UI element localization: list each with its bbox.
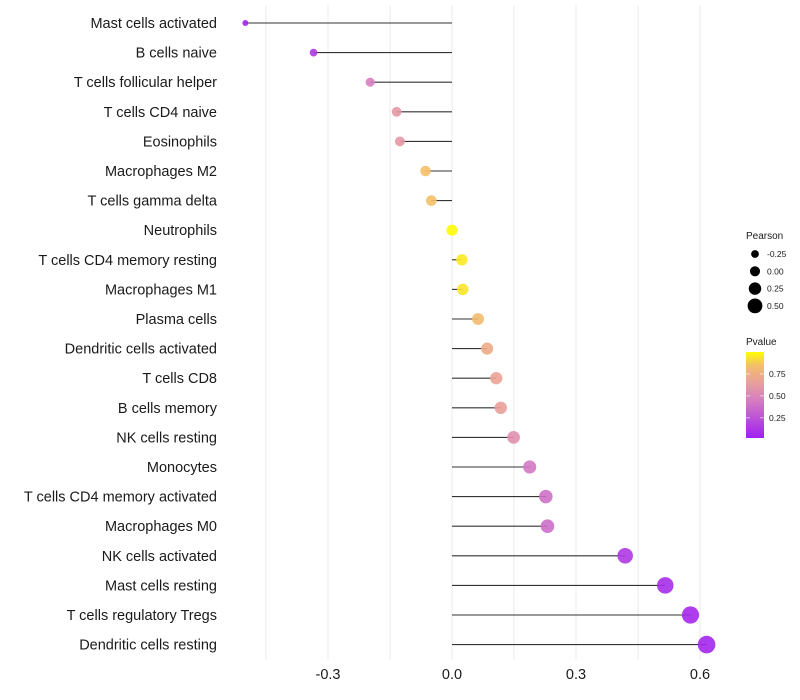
x-tick-label: 0.6 <box>690 667 710 683</box>
y-axis-label: B cells memory <box>118 401 218 417</box>
y-axis-label: Macrophages M2 <box>105 164 217 180</box>
y-axis-label: Mast cells activated <box>90 16 217 32</box>
legend-color-label: 0.25 <box>769 413 786 423</box>
lollipop-point <box>523 460 537 474</box>
legend-size-key <box>749 266 761 277</box>
x-tick-label: 0.0 <box>442 667 462 683</box>
legend-size-label: -0.25 <box>767 249 787 259</box>
legend-size-label: 0.00 <box>767 266 784 276</box>
y-axis-label: T cells regulatory Tregs <box>67 608 217 624</box>
lollipop-point <box>391 106 402 117</box>
lollipop-point <box>446 224 458 236</box>
lollipop-stems <box>245 22 707 646</box>
y-axis-label: T cells CD4 memory resting <box>38 253 217 269</box>
lollipop-point <box>394 136 405 147</box>
lollipop-point <box>242 20 249 26</box>
y-axis-label: T cells gamma delta <box>88 194 218 210</box>
y-axis-label: Monocytes <box>147 460 217 476</box>
lollipop-point <box>309 48 318 57</box>
lollipop-point <box>457 283 469 296</box>
lollipop-point <box>494 401 507 415</box>
y-axis-label: T cells follicular helper <box>74 75 217 91</box>
lollipop-point <box>420 165 431 177</box>
lollipop-point <box>481 342 494 355</box>
y-axis-label: T cells CD4 memory activated <box>24 490 217 506</box>
y-axis-label: T cells CD8 <box>142 371 217 387</box>
lollipop-point <box>472 313 484 325</box>
y-axis-label: Dendritic cells activated <box>65 342 217 358</box>
y-axis-label: Eosinophils <box>143 134 217 150</box>
y-axis-label: Neutrophils <box>144 223 217 239</box>
y-axis-label: B cells naive <box>136 46 217 62</box>
lollipop-point <box>365 77 375 87</box>
grid-lines <box>265 5 701 660</box>
y-axis-labels: Mast cells activated B cells naive T cells… <box>24 16 218 654</box>
legend-size-key <box>748 282 762 295</box>
legend-pvalue-title: Pvalue <box>746 337 777 348</box>
lollipop-point <box>425 195 437 206</box>
legend-pearson: Pearson -0.25 0.00 0.25 0.50 <box>746 231 787 314</box>
y-axis-label: Plasma cells <box>136 312 217 328</box>
pvalue-colorbar <box>746 352 764 438</box>
legend-size-label: 0.25 <box>767 284 784 294</box>
lollipop-point <box>617 548 633 564</box>
lollipop-point <box>656 577 674 594</box>
legend-size-key <box>747 298 763 314</box>
legend-color-label: 0.50 <box>769 391 786 401</box>
lollipop-point <box>540 519 555 534</box>
y-axis-label: NK cells activated <box>102 549 217 565</box>
lollipop-point <box>539 489 553 504</box>
lollipop-point <box>456 254 468 266</box>
y-axis-label: Dendritic cells resting <box>79 638 217 654</box>
lollipop-point <box>697 635 716 654</box>
legend-color-label: 0.75 <box>769 369 786 379</box>
y-axis-label: T cells CD4 naive <box>104 105 217 121</box>
lollipop-point <box>681 606 700 624</box>
legend-pvalue: Pvalue 0.25 0.50 0.75 <box>746 337 786 438</box>
x-tick-label: 0.3 <box>566 667 586 683</box>
y-axis-label: Mast cells resting <box>105 578 217 594</box>
lollipop-points <box>242 20 716 654</box>
legend-size-label: 0.50 <box>767 301 784 311</box>
lollipop-point <box>507 431 520 444</box>
lollipop-point <box>490 372 503 385</box>
legend-size-key <box>751 250 759 258</box>
y-axis-label: NK cells resting <box>116 430 217 446</box>
y-axis-label: Macrophages M0 <box>105 519 217 535</box>
x-tick-label: -0.3 <box>316 667 341 683</box>
legend-pearson-title: Pearson <box>746 231 783 242</box>
x-axis-tick-labels: -0.3 0.0 0.3 0.6 <box>316 667 711 683</box>
y-axis-label: Macrophages M1 <box>105 282 217 298</box>
